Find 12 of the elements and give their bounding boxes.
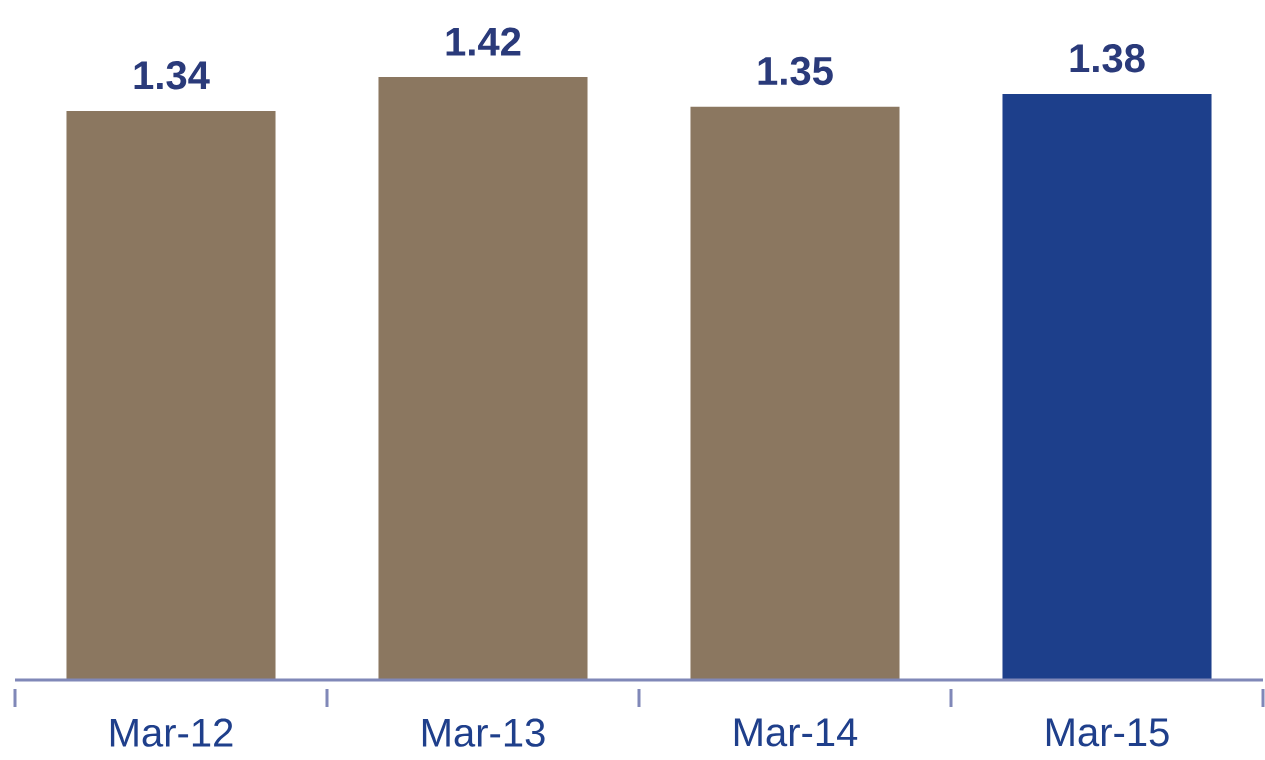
data-label: 1.35 [758, 56, 833, 86]
bar [690, 106, 900, 680]
x-tick-label: Mar-12 [110, 718, 233, 747]
x-tick-label: Mar-15 [1046, 718, 1169, 747]
x-tick-label: Mar-13 [422, 718, 545, 747]
bar [66, 110, 276, 680]
data-label: 1.34 [134, 61, 210, 90]
data-label: 1.38 [1070, 44, 1145, 73]
bar [1002, 93, 1212, 680]
bar [378, 76, 588, 680]
x-tick-label: Mar-14 [734, 718, 858, 747]
data-label: 1.42 [446, 27, 521, 56]
